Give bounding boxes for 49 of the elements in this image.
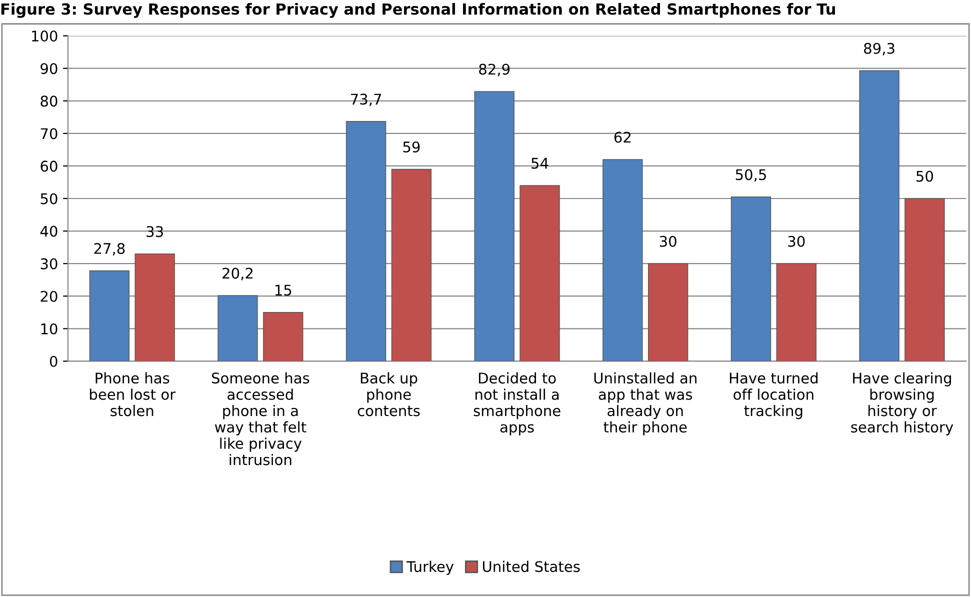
y-tick-label: 90: [40, 63, 58, 74]
bar: [520, 185, 560, 362]
y-tick-label: 10: [41, 323, 58, 334]
y-tick-label: 70: [40, 128, 58, 140]
data-label: 50: [916, 170, 933, 182]
x-tick-label: Have turned off location tracking: [730, 372, 818, 420]
x-tick-label: Someone has accessed phone in a way that felt like privacy intrusion: [212, 372, 310, 466]
data-label: 27,8: [94, 242, 125, 256]
y-tick-label: 40: [40, 226, 58, 237]
data-label: 59: [403, 141, 420, 153]
data-label: 30: [788, 236, 805, 247]
bar: [648, 263, 688, 362]
x-tick-label: Have clearing browsing history or search history: [851, 372, 954, 436]
y-tick-label: 50: [40, 193, 58, 204]
bar: [474, 91, 514, 362]
y-tick-label: 30: [40, 258, 58, 270]
data-label: 82,9: [479, 64, 510, 76]
x-tick-label: Decided to not install a smartphone apps: [474, 372, 560, 436]
bar: [263, 312, 304, 362]
bar: [346, 121, 386, 362]
y-tick-label: 20: [40, 290, 58, 302]
data-label: 62: [614, 132, 630, 143]
x-tick-label: Back up phone contents: [358, 372, 420, 416]
data-label: 73,7: [351, 94, 382, 106]
x-tick-label: Phone has been lost or stolen: [90, 372, 176, 416]
chart-title: Figure 3: Survey Responses for Privacy and Personal Information on Related Smartphones for Tu: [1, 2, 835, 18]
bar: [904, 198, 945, 362]
data-label: 20,2: [222, 268, 253, 280]
bar: [602, 159, 643, 362]
y-tick-label: 100: [32, 30, 58, 42]
y-tick-label: 0: [50, 356, 58, 367]
bar: [391, 168, 432, 362]
bar: [730, 196, 772, 362]
bar: [218, 295, 258, 362]
y-tick-label: 60: [40, 160, 58, 172]
legend-label: Turkey: [406, 560, 454, 575]
legend-label: United States: [482, 560, 580, 572]
bar: [89, 270, 130, 362]
bar: [134, 253, 175, 362]
bar: [776, 263, 816, 362]
bar: [859, 70, 900, 362]
y-tick-label: 80: [40, 96, 58, 107]
data-label: 15: [275, 284, 292, 296]
data-label: 89,3: [864, 42, 894, 56]
data-label: 33: [146, 226, 163, 238]
data-label: 54: [532, 158, 548, 169]
data-label: 30: [660, 236, 676, 247]
x-tick-label: Uninstalled an app that was already on their phone: [594, 372, 696, 436]
data-label: 50,5: [736, 169, 766, 182]
